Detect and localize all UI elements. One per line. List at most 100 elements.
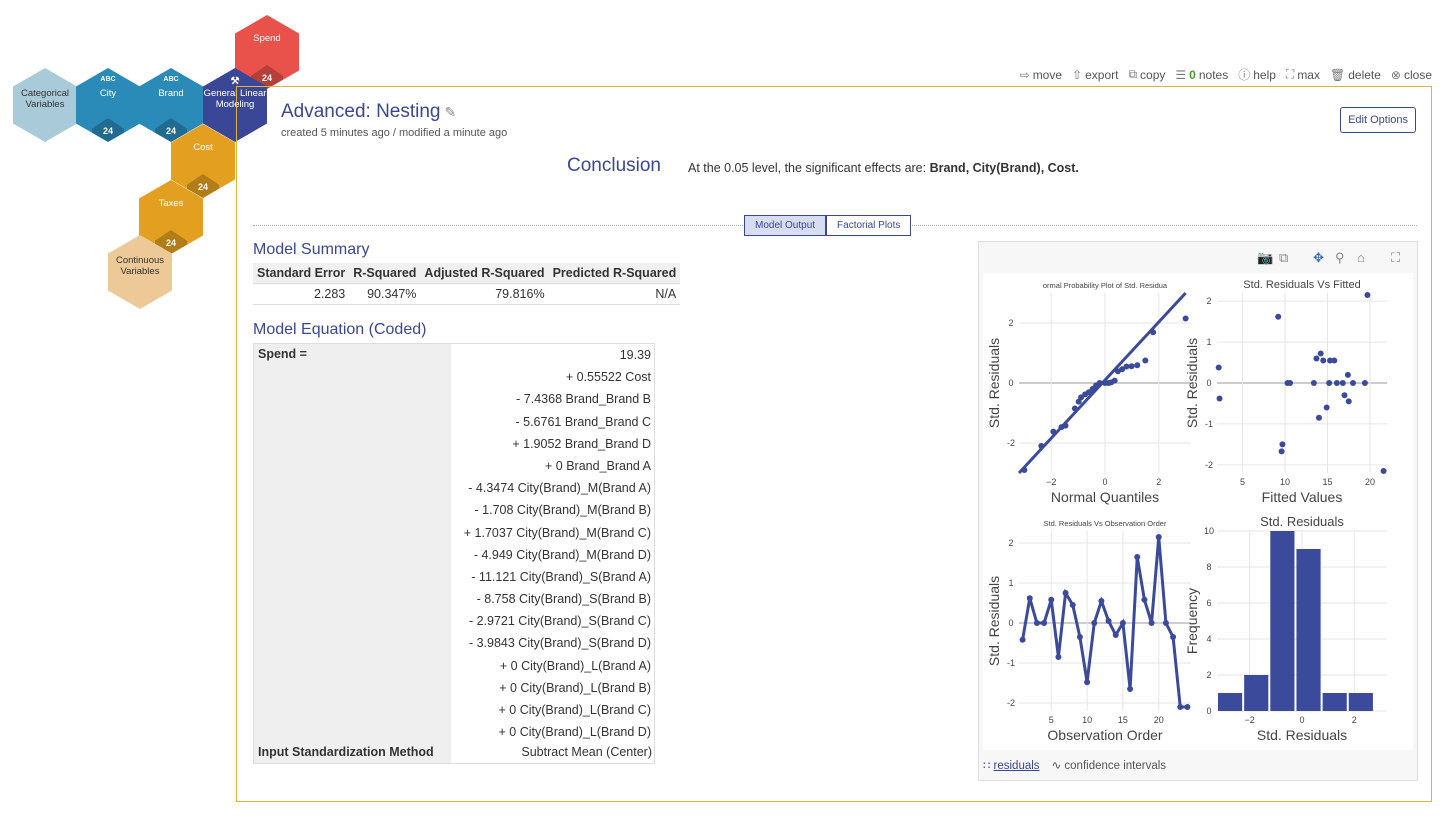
y-tick-label: 2: [1206, 296, 1211, 306]
data-point: [1119, 620, 1126, 626]
home-icon[interactable]: ⌂: [1357, 250, 1365, 265]
data-point: [1069, 602, 1076, 608]
hex-cost-label: Cost: [193, 142, 213, 153]
export-button[interactable]: ⇧ export: [1072, 68, 1118, 82]
pan-icon[interactable]: ✥: [1313, 250, 1324, 265]
maximize-icon: ⛶: [1285, 67, 1295, 81]
data-point: [1316, 414, 1322, 421]
x-axis-label: Observation Order: [1047, 727, 1162, 743]
histogram-bar: [1218, 693, 1243, 711]
trash-icon: 🗑: [1329, 67, 1346, 82]
plot-area: -2 0 2 −2 0 2 ormal Probability Plot of Std. R…: [983, 273, 1413, 750]
tab-model-output[interactable]: Model Output: [744, 215, 827, 236]
data-point: [1055, 654, 1062, 660]
edit-options-button[interactable]: Edit Options: [1340, 107, 1416, 133]
notes-button[interactable]: ☰ 0 notes: [1175, 68, 1228, 82]
series-line: [1021, 536, 1188, 709]
data-point: [1134, 362, 1141, 369]
residual-plots-svg: -2 0 2 −2 0 2 ormal Probability Plot of Std. R…: [986, 279, 1387, 743]
data-point: [1041, 620, 1048, 626]
conclusion-prefix: At the 0.05 level, the significant effec…: [688, 161, 930, 175]
hex-city[interactable]: ABC City 24: [76, 68, 140, 142]
histogram-bar: [1296, 549, 1321, 711]
x-tick-label: 0: [1102, 477, 1107, 487]
pencil-icon[interactable]: ✎: [444, 104, 457, 120]
y-tick-label: 8: [1206, 562, 1211, 572]
y-tick-label: 0: [1008, 618, 1013, 628]
conclusion-effects: Brand, City(Brand), Cost.: [929, 161, 1079, 175]
data-point: [1380, 467, 1387, 474]
y-tick-label: 6: [1206, 598, 1211, 608]
x-tick-label: 10: [1082, 715, 1092, 725]
confidence-intervals-link[interactable]: ∿ confidence intervals: [1052, 758, 1167, 772]
data-point: [1326, 380, 1333, 386]
data-point: [1150, 329, 1157, 336]
data-point: [1345, 398, 1352, 405]
camera-icon[interactable]: 📷: [1257, 250, 1274, 265]
fullscreen-icon[interactable]: ⛶: [1391, 250, 1401, 265]
data-point: [1341, 392, 1348, 399]
x-axis-label: Normal Quantiles: [1051, 489, 1159, 505]
hex-city-count: 24: [92, 118, 124, 142]
help-label: help: [1253, 67, 1276, 82]
hex-brand-label: Brand: [158, 88, 184, 99]
data-point: [1026, 595, 1033, 602]
table-cell: N/A: [548, 283, 681, 305]
chart-title: Std. Residuals Vs Observation Order: [1044, 519, 1167, 528]
plot-footer: ∷ residuals ∿ confidence intervals: [983, 758, 1166, 772]
y-tick-label: 2: [1008, 538, 1013, 548]
zoom-icon[interactable]: ⚲: [1335, 250, 1345, 265]
copy-label: copy: [1140, 67, 1166, 82]
max-button[interactable]: ⛶ max: [1286, 67, 1320, 82]
line-chart-icon: ∿: [1051, 760, 1062, 772]
copy-plot-icon[interactable]: ⧉: [1279, 250, 1289, 265]
analysis-panel: Advanced: Nesting ✎ created 5 minutes ago…: [236, 86, 1432, 802]
notes-label: notes: [1198, 67, 1229, 82]
residuals-link[interactable]: ∷ residuals: [983, 758, 1040, 772]
ci-label: confidence intervals: [1064, 760, 1167, 772]
data-point: [1128, 363, 1135, 370]
data-point: [1050, 428, 1057, 435]
data-point: [1278, 448, 1285, 455]
equation-term: + 0 City(Brand)_L(Brand D): [498, 725, 652, 740]
y-tick-label: 10: [1204, 526, 1214, 536]
copy-button[interactable]: ⧉ copy: [1128, 67, 1165, 82]
data-point: [1098, 598, 1105, 604]
x-tick-label: 5: [1049, 715, 1054, 725]
histogram-bar: [1244, 675, 1269, 711]
y-tick-label: 1: [1206, 337, 1211, 347]
notes-count: 0: [1189, 67, 1196, 82]
help-button[interactable]: ⓘ help: [1238, 66, 1276, 83]
y-tick-label: -1: [1007, 658, 1015, 668]
y-axis-label: Frequency: [1184, 588, 1200, 654]
equation-term: - 4.3474 City(Brand)_M(Brand A): [468, 481, 651, 496]
data-point: [1112, 632, 1119, 638]
max-label: max: [1297, 67, 1320, 82]
equation-term: + 0 City(Brand)_L(Brand B): [499, 680, 651, 695]
data-point: [1333, 380, 1340, 386]
equation-term: - 11.121 City(Brand)_S(Brand A): [471, 569, 651, 584]
table-header: Predicted R-Squared: [548, 263, 681, 284]
data-point: [1313, 355, 1320, 362]
close-button[interactable]: ⊗ close: [1391, 68, 1432, 82]
data-point: [1062, 422, 1069, 429]
help-icon: ⓘ: [1238, 68, 1251, 82]
x-tick-label: 15: [1322, 477, 1332, 487]
delete-button[interactable]: 🗑 delete: [1330, 68, 1381, 82]
x-tick-label: 15: [1118, 715, 1128, 725]
list-icon: ☰: [1175, 67, 1187, 82]
page-title-text: Advanced: Nesting: [281, 101, 441, 122]
data-point: [1275, 313, 1282, 320]
x-tick-label: 20: [1154, 715, 1164, 725]
y-tick-label: -2: [1007, 698, 1015, 708]
hex-categorical-variables[interactable]: Categorical Variables: [13, 68, 77, 142]
data-point: [1134, 554, 1141, 560]
data-point: [1048, 596, 1055, 603]
abc-icon: ABC: [163, 76, 179, 83]
move-button[interactable]: ⇨ move: [1020, 68, 1062, 82]
equation-term: - 2.9721 City(Brand)_S(Brand C): [468, 614, 651, 629]
tab-factorial-plots[interactable]: Factorial Plots: [826, 215, 912, 236]
y-tick-label: 0: [1206, 706, 1211, 716]
model-summary-table: Standard Error R-Squared Adjusted R-Squa…: [253, 263, 681, 305]
x-axis-label: Fitted Values: [1262, 489, 1343, 505]
